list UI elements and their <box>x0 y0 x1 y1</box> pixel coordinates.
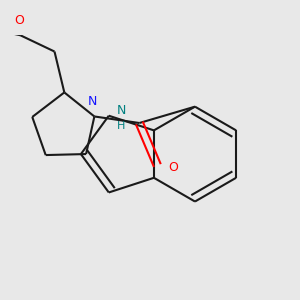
Text: N: N <box>117 104 126 117</box>
Text: O: O <box>168 161 178 174</box>
Text: H: H <box>117 121 125 130</box>
Text: N: N <box>88 95 98 108</box>
Text: O: O <box>14 14 24 27</box>
